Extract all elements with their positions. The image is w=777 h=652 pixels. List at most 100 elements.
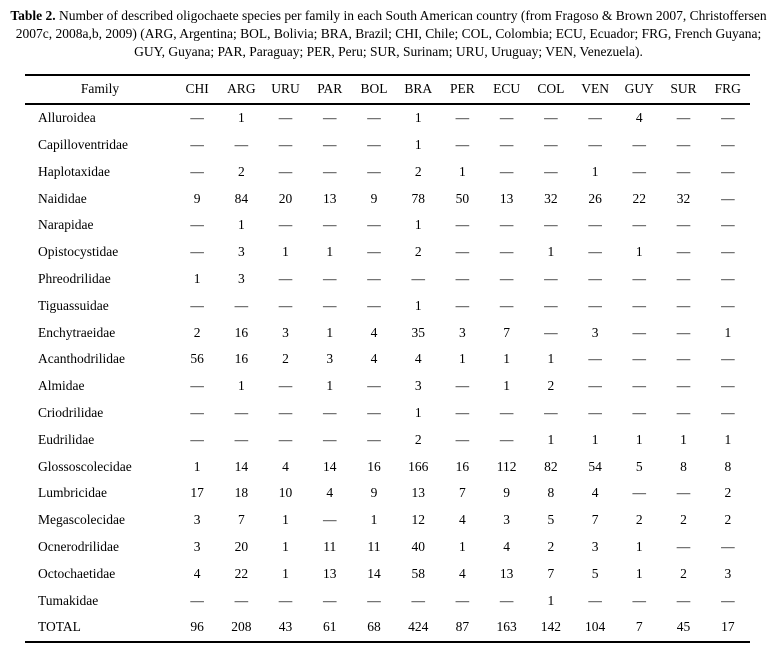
- cell-col: 1: [547, 431, 555, 447]
- cell-ven: —: [588, 110, 602, 126]
- col-header-col: COL: [528, 74, 573, 105]
- cell-ecu: 7: [503, 324, 511, 340]
- cell-par: 1: [326, 378, 334, 394]
- cell-par: —: [323, 297, 337, 313]
- cell-bra: 1: [414, 110, 422, 126]
- species-table: Family CHI ARG URU PAR BOL BRA PER ECU COL VEN GUY S…: [25, 73, 750, 643]
- cell-col: 32: [544, 190, 558, 206]
- cell-ven: 1: [591, 163, 599, 179]
- cell-bra: 3: [414, 378, 422, 394]
- cell-chi: 2: [193, 324, 201, 340]
- table-row: Acanthodrilidae 56 16 2 3 4 4 1 1 1 — — — —: [25, 346, 750, 373]
- cell-frg: —: [721, 592, 735, 608]
- total-label: TOTAL: [38, 619, 81, 635]
- cell-guy: 1: [635, 431, 643, 447]
- cell-uru: 2: [282, 351, 289, 367]
- cell-bra: 2: [414, 244, 422, 260]
- cell-frg: —: [721, 405, 735, 421]
- cell-per: 16: [455, 458, 470, 474]
- cell-par: —: [323, 110, 337, 126]
- cell-sur: —: [676, 244, 691, 260]
- cell-sur: —: [676, 110, 691, 126]
- cell-par: 13: [323, 565, 337, 581]
- cell-ecu: 1: [503, 351, 511, 367]
- cell-chi: —: [190, 431, 204, 447]
- cell-sur: —: [676, 485, 691, 501]
- cell-ecu: —: [499, 163, 514, 179]
- cell-uru: —: [278, 405, 293, 421]
- cell-ecu: —: [499, 431, 514, 447]
- cell-uru: 1: [282, 244, 289, 260]
- cell-ven: —: [588, 592, 602, 608]
- cell-sur: 2: [680, 512, 687, 528]
- cell-chi: —: [190, 297, 204, 313]
- cell-ven: 3: [591, 539, 599, 554]
- family-name: Criodrilidae: [38, 405, 104, 421]
- cell-ecu: 1: [503, 378, 511, 394]
- total-row: TOTAL 96 208 43 61 68 424 87 163 142 104 7 45 17: [25, 614, 750, 642]
- col-header-ecu: ECU: [484, 74, 529, 105]
- table-row: Glossoscolecidae 1 14 4 14 16 166 16 112 82 54 5 8 8: [25, 453, 750, 480]
- cell-frg: —: [721, 190, 735, 206]
- cell-per: 50: [455, 190, 470, 206]
- cell-chi: 56: [190, 351, 204, 367]
- col-header-par: PAR: [307, 74, 352, 105]
- cell-guy: —: [632, 324, 647, 340]
- cell-ecu: —: [499, 110, 514, 126]
- cell-arg: —: [234, 405, 249, 421]
- cell-chi: 1: [193, 458, 201, 474]
- cell-sur: —: [676, 217, 691, 233]
- family-name: Enchytraeidae: [38, 324, 116, 340]
- cell-uru: —: [278, 137, 293, 153]
- cell-arg: 22: [234, 565, 249, 581]
- cell-chi: 3: [193, 539, 201, 554]
- cell-col: —: [544, 137, 558, 153]
- cell-per: —: [455, 137, 470, 153]
- cell-ecu: 4: [503, 539, 511, 554]
- cell-frg: 1: [724, 431, 732, 447]
- cell-col: —: [544, 297, 558, 313]
- cell-ecu: 112: [496, 458, 517, 474]
- family-name: Octochaetidae: [38, 565, 116, 581]
- cell-ven: —: [588, 271, 602, 287]
- family-name: Glossoscolecidae: [38, 458, 132, 474]
- cell-chi: —: [190, 378, 204, 394]
- cell-bol: 16: [367, 458, 381, 474]
- cell-bol: —: [367, 137, 381, 153]
- cell-chi: —: [190, 137, 204, 153]
- cell-bra: 1: [414, 405, 422, 421]
- cell-par: —: [323, 431, 337, 447]
- cell-sur: —: [676, 163, 691, 179]
- col-header-uru: URU: [263, 74, 308, 105]
- family-name: Acanthodrilidae: [38, 351, 125, 367]
- cell-bra: 166: [408, 458, 429, 474]
- cell-bol: 14: [367, 565, 381, 581]
- table-row: Almidae — 1 — 1 — 3 — 1 2 — — — —: [25, 373, 750, 400]
- cell-uru: —: [278, 217, 293, 233]
- cell-col: 82: [544, 458, 558, 474]
- cell-bol: 11: [367, 539, 381, 554]
- cell-per: —: [455, 405, 470, 421]
- cell-bra: 78: [411, 190, 425, 206]
- cell-ven: 4: [591, 485, 599, 501]
- cell-guy: 5: [635, 458, 643, 474]
- cell-chi: —: [190, 244, 204, 260]
- cell-uru: —: [278, 163, 293, 179]
- cell-ven: 54: [588, 458, 602, 474]
- family-name: Capilloventridae: [38, 137, 128, 153]
- cell-ecu: 163: [496, 619, 517, 635]
- cell-bol: —: [367, 297, 381, 313]
- family-name: Ocnerodrilidae: [38, 539, 119, 554]
- cell-uru: —: [278, 297, 293, 313]
- cell-per: —: [455, 217, 470, 233]
- cell-ecu: 3: [503, 512, 511, 528]
- cell-bra: 1: [414, 297, 422, 313]
- cell-bra: 1: [414, 137, 422, 153]
- family-name: Naididae: [38, 190, 87, 206]
- cell-arg: 20: [234, 539, 249, 554]
- cell-frg: —: [721, 378, 735, 394]
- cell-per: —: [455, 110, 470, 126]
- cell-bol: —: [367, 405, 381, 421]
- cell-arg: 2: [237, 163, 245, 179]
- cell-chi: —: [190, 163, 204, 179]
